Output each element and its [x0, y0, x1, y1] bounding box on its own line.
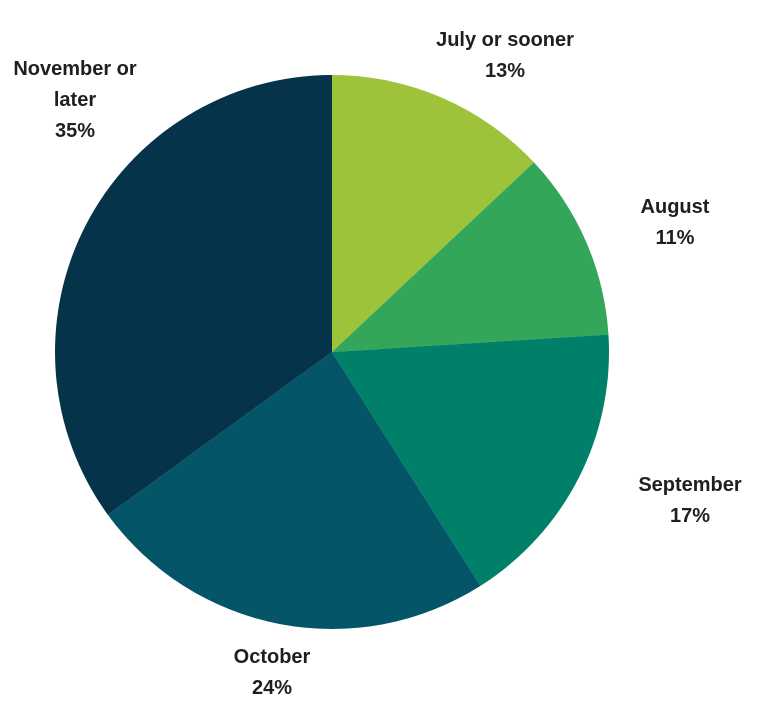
pie-slice	[55, 75, 332, 515]
value-label: 11%	[655, 227, 695, 249]
value-label: 13%	[484, 60, 526, 82]
category-label: September	[638, 474, 742, 496]
slice-label: August 11%	[595, 192, 755, 254]
slice-label: July or sooner 13%	[395, 25, 615, 87]
category-label: October	[233, 646, 311, 668]
pie-slice	[107, 352, 481, 630]
category-label: July or sooner	[436, 29, 574, 51]
category-label: August	[640, 196, 710, 218]
pie-slice	[332, 75, 534, 352]
category-label: November or later	[13, 58, 137, 111]
slice-label: September 17%	[600, 470, 768, 532]
slice-label: October 24%	[192, 642, 352, 704]
value-label: 17%	[669, 505, 711, 527]
value-label: 35%	[54, 120, 96, 142]
value-label: 24%	[251, 677, 293, 699]
slice-label: November or later 35%	[5, 54, 145, 147]
pie-slice	[332, 334, 609, 586]
pie-slice	[332, 162, 609, 352]
